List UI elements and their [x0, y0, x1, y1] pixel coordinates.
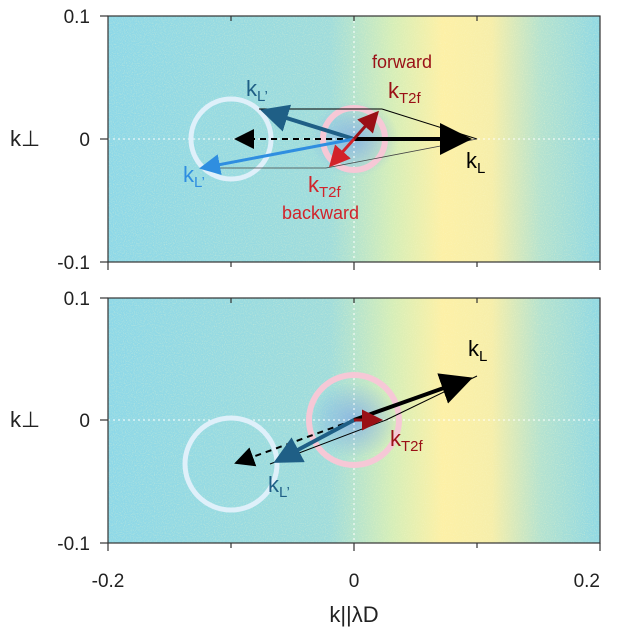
panel-bottom: 0.1 0 -0.1 -0.2 0 0.2 k⊥ k||λD kL kT2f k… [10, 289, 601, 627]
x-axis-label: k||λD [329, 602, 378, 627]
top-y-axis-label: k⊥ [10, 126, 40, 151]
bottom-xtick-0: 0 [349, 571, 360, 592]
top-kLprime-upper-vector [260, 104, 355, 141]
top-kT2f-backward-label: kT2f [308, 172, 342, 201]
bottom-xtick-0.2: 0.2 [574, 571, 600, 592]
bottom-ytick-0.1: 0.1 [64, 289, 90, 310]
bottom-xtick--0.2: -0.2 [92, 571, 125, 592]
bottom-pink-circle [306, 372, 402, 468]
bottom-kT2f-label: kT2f [390, 426, 424, 455]
bottom-kLprime-label: kL’ [268, 472, 290, 501]
top-kT2f-forward-label: kT2f [388, 78, 422, 107]
top-backward-label: backward [282, 203, 359, 223]
top-forward-label: forward [372, 52, 432, 72]
bottom-dashed-vector [234, 419, 355, 467]
panel-top: 0.1 0 -0.1 k⊥ forward kT2f kT2f backward… [10, 7, 601, 274]
top-ytick--0.1: -0.1 [57, 253, 90, 274]
top-kT2f-backward-vector [329, 138, 356, 168]
bottom-ticks [100, 297, 601, 551]
top-kLprime-upper-label: kL’ [246, 76, 268, 105]
top-kT2f-forward-vector [352, 110, 379, 140]
top-ticks [100, 15, 601, 270]
bottom-blue-circle [182, 415, 280, 513]
top-kLprime-lower-label: kL’ [183, 162, 205, 191]
bottom-ytick-0: 0 [79, 411, 90, 432]
top-ytick-0.1: 0.1 [64, 7, 90, 28]
top-ytick-0: 0 [79, 130, 90, 151]
bottom-kL-label: kL [468, 336, 487, 365]
top-kL-label: kL [466, 148, 485, 177]
top-kLprime-lower-vector [199, 137, 355, 175]
bottom-kLprime-vector [273, 418, 355, 463]
bottom-ytick--0.1: -0.1 [57, 534, 90, 555]
bottom-y-axis-label: k⊥ [10, 407, 40, 432]
